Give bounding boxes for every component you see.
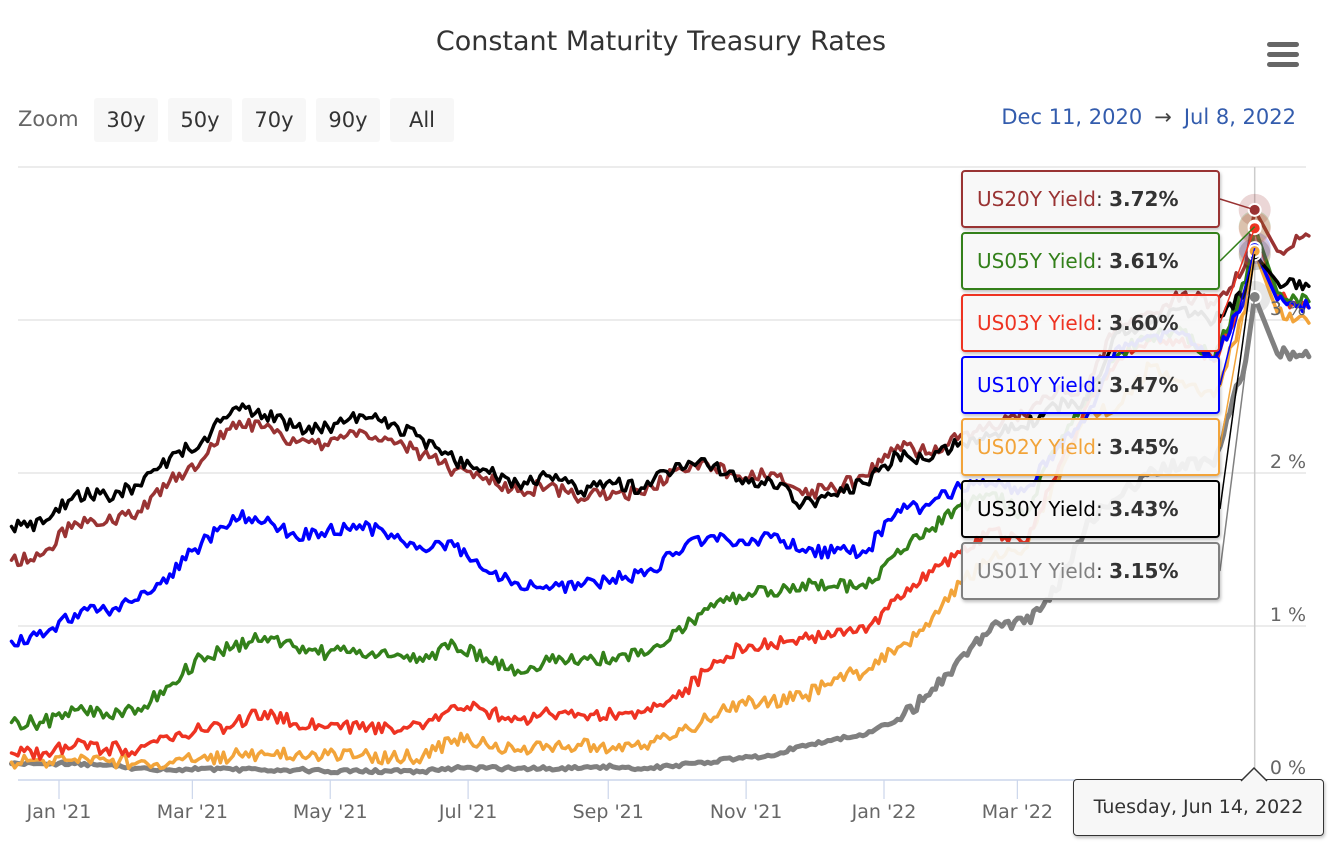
tooltip-separator: : [1095, 497, 1110, 521]
tooltip-value: 3.43% [1109, 497, 1179, 521]
tooltip-date: Tuesday, Jun 14, 2022 [1093, 796, 1304, 818]
y-tick-label: 0 % [1270, 757, 1306, 779]
zoom-button-50y[interactable]: 50y [168, 98, 232, 142]
y-axis: 0 % 1 % 2 % 3 % [1270, 298, 1306, 779]
zoom-label: Zoom [18, 107, 79, 131]
x-tick-label: Jul '21 [438, 801, 497, 823]
menu-bar [1267, 52, 1299, 57]
tooltip-value: 3.61% [1109, 249, 1179, 273]
tooltip-item-us02y: US02Y Yield: 3.45% [961, 418, 1220, 476]
tooltip-label: US01Y Yield [977, 559, 1096, 583]
tooltip-label: US03Y Yield [977, 311, 1096, 335]
menu-bar [1267, 42, 1299, 47]
range-from-input[interactable]: Dec 11, 2020 [1001, 105, 1143, 129]
tooltip-connector [1219, 198, 1255, 211]
x-tick-label: May '21 [293, 801, 368, 823]
zoom-button-30y[interactable]: 30y [94, 98, 158, 142]
menu-bar [1267, 62, 1299, 67]
x-tick-label: Nov '21 [710, 801, 783, 823]
zoom-button-90y[interactable]: 90y [316, 98, 380, 142]
tooltip-value: 3.47% [1109, 373, 1179, 397]
tooltip-separator: : [1095, 435, 1110, 459]
tooltip-value: 3.72% [1109, 187, 1179, 211]
tooltip-label: US30Y Yield [977, 497, 1096, 521]
tooltip-item-us05y: US05Y Yield: 3.61% [961, 232, 1220, 290]
tooltip-label: US20Y Yield [977, 187, 1096, 211]
tooltip-item-us20y: US20Y Yield: 3.72% [961, 170, 1220, 228]
tooltip-connectors [1219, 198, 1256, 572]
tooltip-connector [1219, 247, 1256, 386]
tooltip-separator: : [1095, 187, 1110, 211]
tooltip-item-us01y: US01Y Yield: 3.15% [961, 542, 1220, 600]
tooltip-label: US05Y Yield [977, 249, 1096, 273]
x-tick-label: Jan '21 [26, 801, 92, 823]
tooltip-item-us03y: US03Y Yield: 3.60% [961, 294, 1220, 352]
date-tooltip-pointer [1240, 766, 1268, 782]
tooltip-item-us30y: US30Y Yield: 3.43% [961, 480, 1220, 538]
tooltip-separator: : [1095, 373, 1110, 397]
arrow-right-icon: → [1154, 105, 1172, 129]
tooltip-connector [1219, 296, 1256, 572]
tooltip-value: 3.60% [1109, 311, 1179, 335]
y-tick-label: 3 % [1270, 298, 1306, 320]
tooltip-connector [1219, 227, 1256, 324]
x-tick-label: Jan '22 [851, 801, 917, 823]
x-tick-label: Sep '21 [573, 801, 644, 823]
tooltip-value: 3.45% [1109, 435, 1179, 459]
date-tooltip: Tuesday, Jun 14, 2022 [1073, 779, 1324, 836]
tooltip-label: US10Y Yield [977, 373, 1096, 397]
date-range: Dec 11, 2020 → Jul 8, 2022 [1001, 105, 1296, 129]
hamburger-menu-icon[interactable] [1265, 40, 1301, 68]
tooltip-value: 3.15% [1109, 559, 1179, 583]
x-tick-label: Mar '22 [982, 801, 1053, 823]
tooltip-separator: : [1095, 311, 1110, 335]
tooltip-separator: : [1095, 559, 1110, 583]
tooltip-connector [1219, 254, 1256, 510]
tooltip-separator: : [1095, 249, 1110, 273]
chart-title: Constant Maturity Treasury Rates [435, 26, 887, 57]
range-to-input[interactable]: Jul 8, 2022 [1183, 105, 1296, 129]
tooltip-connector [1219, 251, 1256, 448]
x-tick-label: Mar '21 [157, 801, 228, 823]
zoom-button-all[interactable]: All [390, 98, 454, 142]
zoom-button-70y[interactable]: 70y [242, 98, 306, 142]
tooltip-item-us10y: US10Y Yield: 3.47% [961, 356, 1220, 414]
tooltip-connector [1219, 226, 1256, 262]
y-tick-label: 2 % [1270, 451, 1306, 473]
tooltip-label: US02Y Yield [977, 435, 1096, 459]
y-tick-label: 1 % [1270, 604, 1306, 626]
